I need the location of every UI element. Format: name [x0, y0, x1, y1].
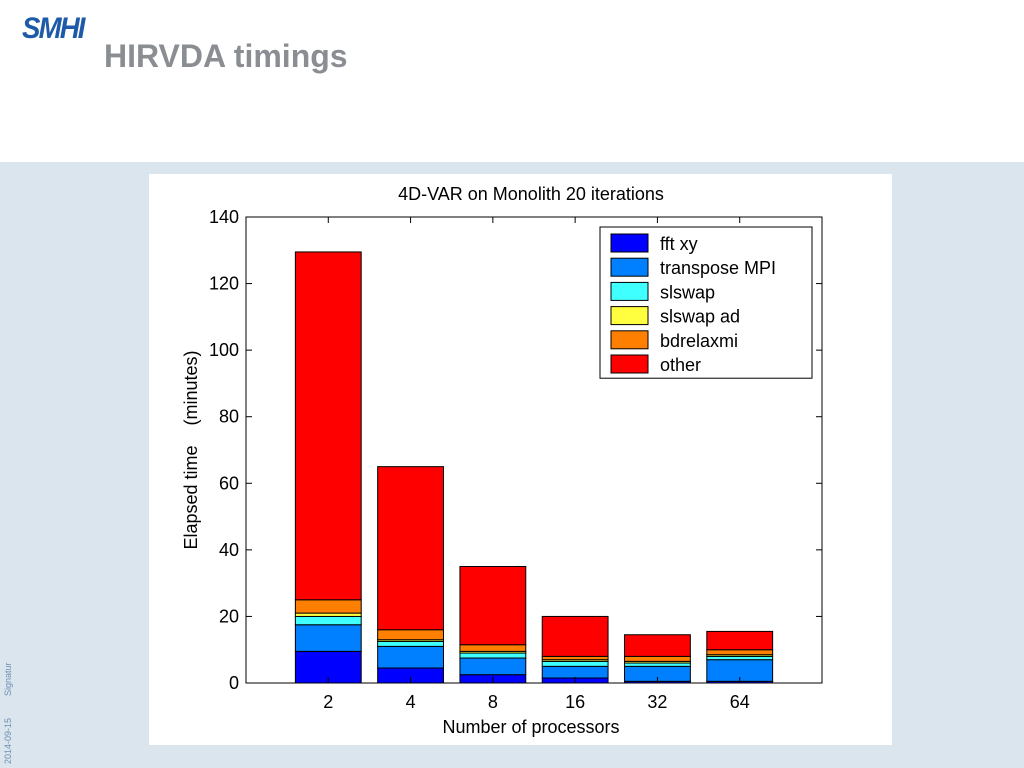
- y-axis-label: Elapsed time (minutes): [181, 350, 201, 549]
- bar-segment-1-cat-0: [294, 624, 362, 652]
- bar-segment-2-cat-2: [459, 652, 527, 659]
- y-tick-label: 20: [219, 606, 239, 626]
- legend-swatch-4: [610, 330, 649, 350]
- bar-segment-5-cat-3: [541, 615, 609, 657]
- plot-frame: [245, 216, 823, 684]
- bar-segment-2-cat-1: [377, 640, 444, 647]
- bar-segment-2-cat-0: [294, 615, 362, 626]
- legend-label-4: bdrelaxmi: [660, 331, 738, 351]
- bar-segment-5-cat-2: [459, 566, 527, 646]
- bar-segment-5-cat-5: [706, 630, 774, 651]
- x-axis: 2 4 8 16 32 64: [323, 217, 750, 712]
- bar-segment-1-cat-2: [459, 657, 527, 676]
- legend-swatch-3: [610, 306, 649, 326]
- y-tick-label: 140: [209, 207, 239, 227]
- y-tick-label: 100: [209, 340, 239, 360]
- legend: fft xy transpose MPI slswap slswap ad bdrela…: [599, 226, 813, 379]
- x-tick-label: 4: [406, 692, 416, 712]
- legend-label-2: slswap: [660, 282, 715, 302]
- chart-title: 4D-VAR on Monolith 20 iterations: [398, 184, 664, 204]
- legend-swatch-2: [610, 281, 649, 301]
- footer-date: 2014-09-15: [3, 717, 13, 764]
- x-tick-label: 16: [565, 692, 585, 712]
- y-tick-label: 80: [219, 407, 239, 427]
- footer-signature: Signatur: [3, 662, 13, 696]
- smhi-logo: SMHI: [22, 12, 85, 45]
- legend-label-1: transpose MPI: [660, 258, 776, 278]
- page-title: HIRVDA timings: [104, 38, 348, 74]
- bar-segment-2-cat-3: [541, 660, 609, 667]
- bar-segment-1-cat-1: [377, 645, 444, 669]
- bar-segment-5-cat-1: [377, 466, 444, 631]
- bar-segment-5-cat-4: [624, 634, 691, 657]
- bar-segment-5-cat-0: [294, 251, 362, 601]
- x-axis-label: Number of processors: [442, 717, 619, 737]
- x-tick-label: 2: [323, 692, 333, 712]
- legend-swatch-0: [610, 233, 649, 253]
- bar-segment-1-cat-3: [541, 665, 609, 679]
- chart-panel: 4D-VAR on Monolith 20 iterations 0 20 40 60…: [149, 174, 892, 745]
- y-tick-label: 60: [219, 473, 239, 493]
- legend-label-5: other: [660, 355, 701, 375]
- x-tick-label: 64: [730, 692, 750, 712]
- bar-segment-4-cat-4: [624, 655, 691, 662]
- y-tick-label: 120: [209, 274, 239, 294]
- bar-segment-4-cat-5: [706, 649, 774, 656]
- y-tick-label: 40: [219, 540, 239, 560]
- x-tick-label: 8: [488, 692, 498, 712]
- x-tick-label: 32: [647, 692, 667, 712]
- legend-label-3: slswap ad: [660, 307, 740, 327]
- y-axis: 0 20 40 60 80 100 120 140: [209, 207, 822, 693]
- legend-label-0: fft xy: [660, 234, 698, 254]
- bar-segment-4-cat-2: [459, 644, 527, 652]
- bar-segment-4-cat-0: [294, 599, 362, 614]
- footer-side-text: 2014-09-15 Signatur: [3, 634, 17, 764]
- bar-segment-4-cat-1: [377, 629, 444, 641]
- legend-swatch-5: [610, 354, 649, 374]
- legend-swatch-1: [610, 257, 649, 277]
- y-tick-label: 0: [229, 673, 239, 693]
- stacked-bar-chart: 4D-VAR on Monolith 20 iterations 0 20 40 60…: [181, 184, 823, 737]
